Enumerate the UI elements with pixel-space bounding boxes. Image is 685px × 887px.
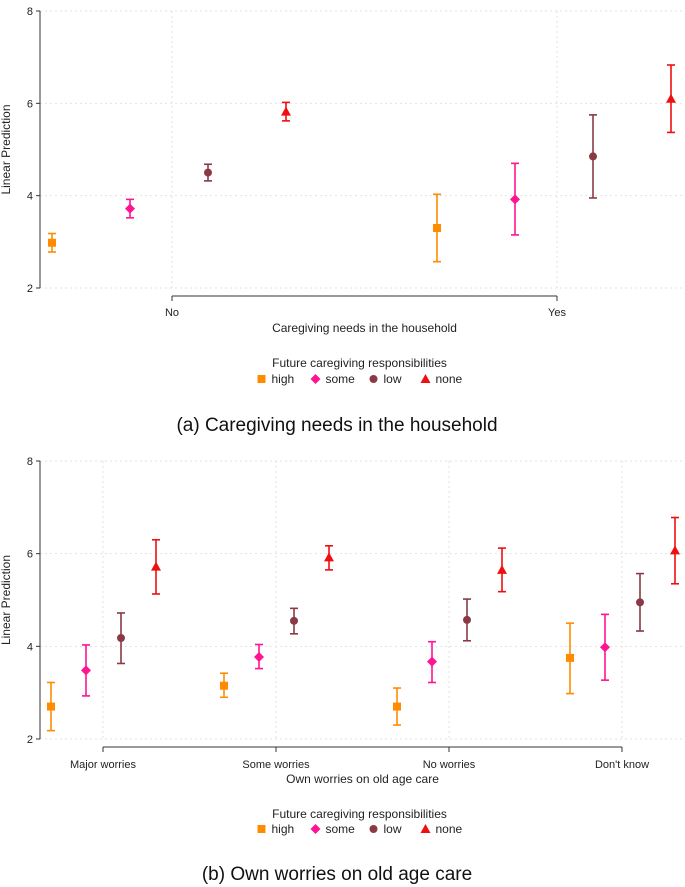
point-none [497,564,507,574]
y-axis-label: Linear Prediction [0,104,13,194]
point-some [427,656,437,667]
point-none [666,93,676,103]
legend-label-none: none [436,372,463,386]
x-tick-label: No [165,307,179,319]
point-low [117,633,125,642]
point-high [48,238,56,247]
chart-panel-b: 2 4 6 8 Linear Prediction Major worries Some w… [0,456,683,885]
x-tick-label: Don't know [595,759,649,771]
x-tick-label: Yes [548,307,566,319]
legend-title: Future caregiving responsibilities [272,807,447,821]
legend-label-high: high [272,822,295,836]
legend-label-some: some [326,822,356,836]
point-low [463,615,471,624]
legend-marker-high [257,375,266,383]
legend-marker-high [257,825,266,833]
point-some [254,651,264,662]
point-high [566,653,574,662]
figure-caption: (a) Caregiving needs in the household [176,415,497,436]
y-tick-label: 2 [27,283,33,295]
legend-marker-none [420,824,431,833]
y-tick-label: 6 [27,98,33,110]
point-low [589,152,597,161]
figure-caption: (b) Own worries on old age care [202,864,472,885]
y-axis-label: Linear Prediction [0,555,13,645]
point-high [433,223,441,232]
legend-marker-low [369,375,378,383]
y-tick-label: 8 [27,6,33,18]
y-tick-label: 2 [27,734,33,746]
point-none [324,552,334,562]
legend-title: Future caregiving responsibilities [272,356,447,370]
point-some [125,203,135,214]
x-axis-label: Own worries on old age care [286,772,439,786]
legend-label-none: none [436,822,463,836]
point-low [636,598,644,607]
y-tick-label: 6 [27,549,33,561]
legend-label-some: some [326,372,356,386]
point-none [151,561,161,571]
y-tick-label: 4 [27,641,33,653]
legend-label-high: high [272,372,295,386]
point-some [81,665,91,676]
y-tick-label: 8 [27,456,33,468]
x-tick-label: No worries [423,759,476,771]
point-low [290,616,298,625]
legend-marker-some [310,824,321,834]
x-tick-label: Major worries [70,759,137,771]
point-high [393,702,401,711]
point-none [670,545,680,555]
x-axis-label: Caregiving needs in the household [272,321,457,335]
y-tick-label: 4 [27,191,33,203]
point-some [510,194,520,205]
point-low [204,168,212,177]
legend-marker-some [310,374,321,384]
chart-panel-a: 2 4 6 8 Linear Prediction No Yes Caregiving nee… [0,6,683,436]
legend-label-low: low [384,822,402,836]
legend-marker-none [420,374,431,383]
point-some [600,642,610,653]
point-none [281,106,291,116]
legend-marker-low [369,825,378,833]
legend-label-low: low [384,372,402,386]
x-tick-label: Some worries [242,759,310,771]
point-high [220,681,228,690]
point-high [47,702,55,711]
